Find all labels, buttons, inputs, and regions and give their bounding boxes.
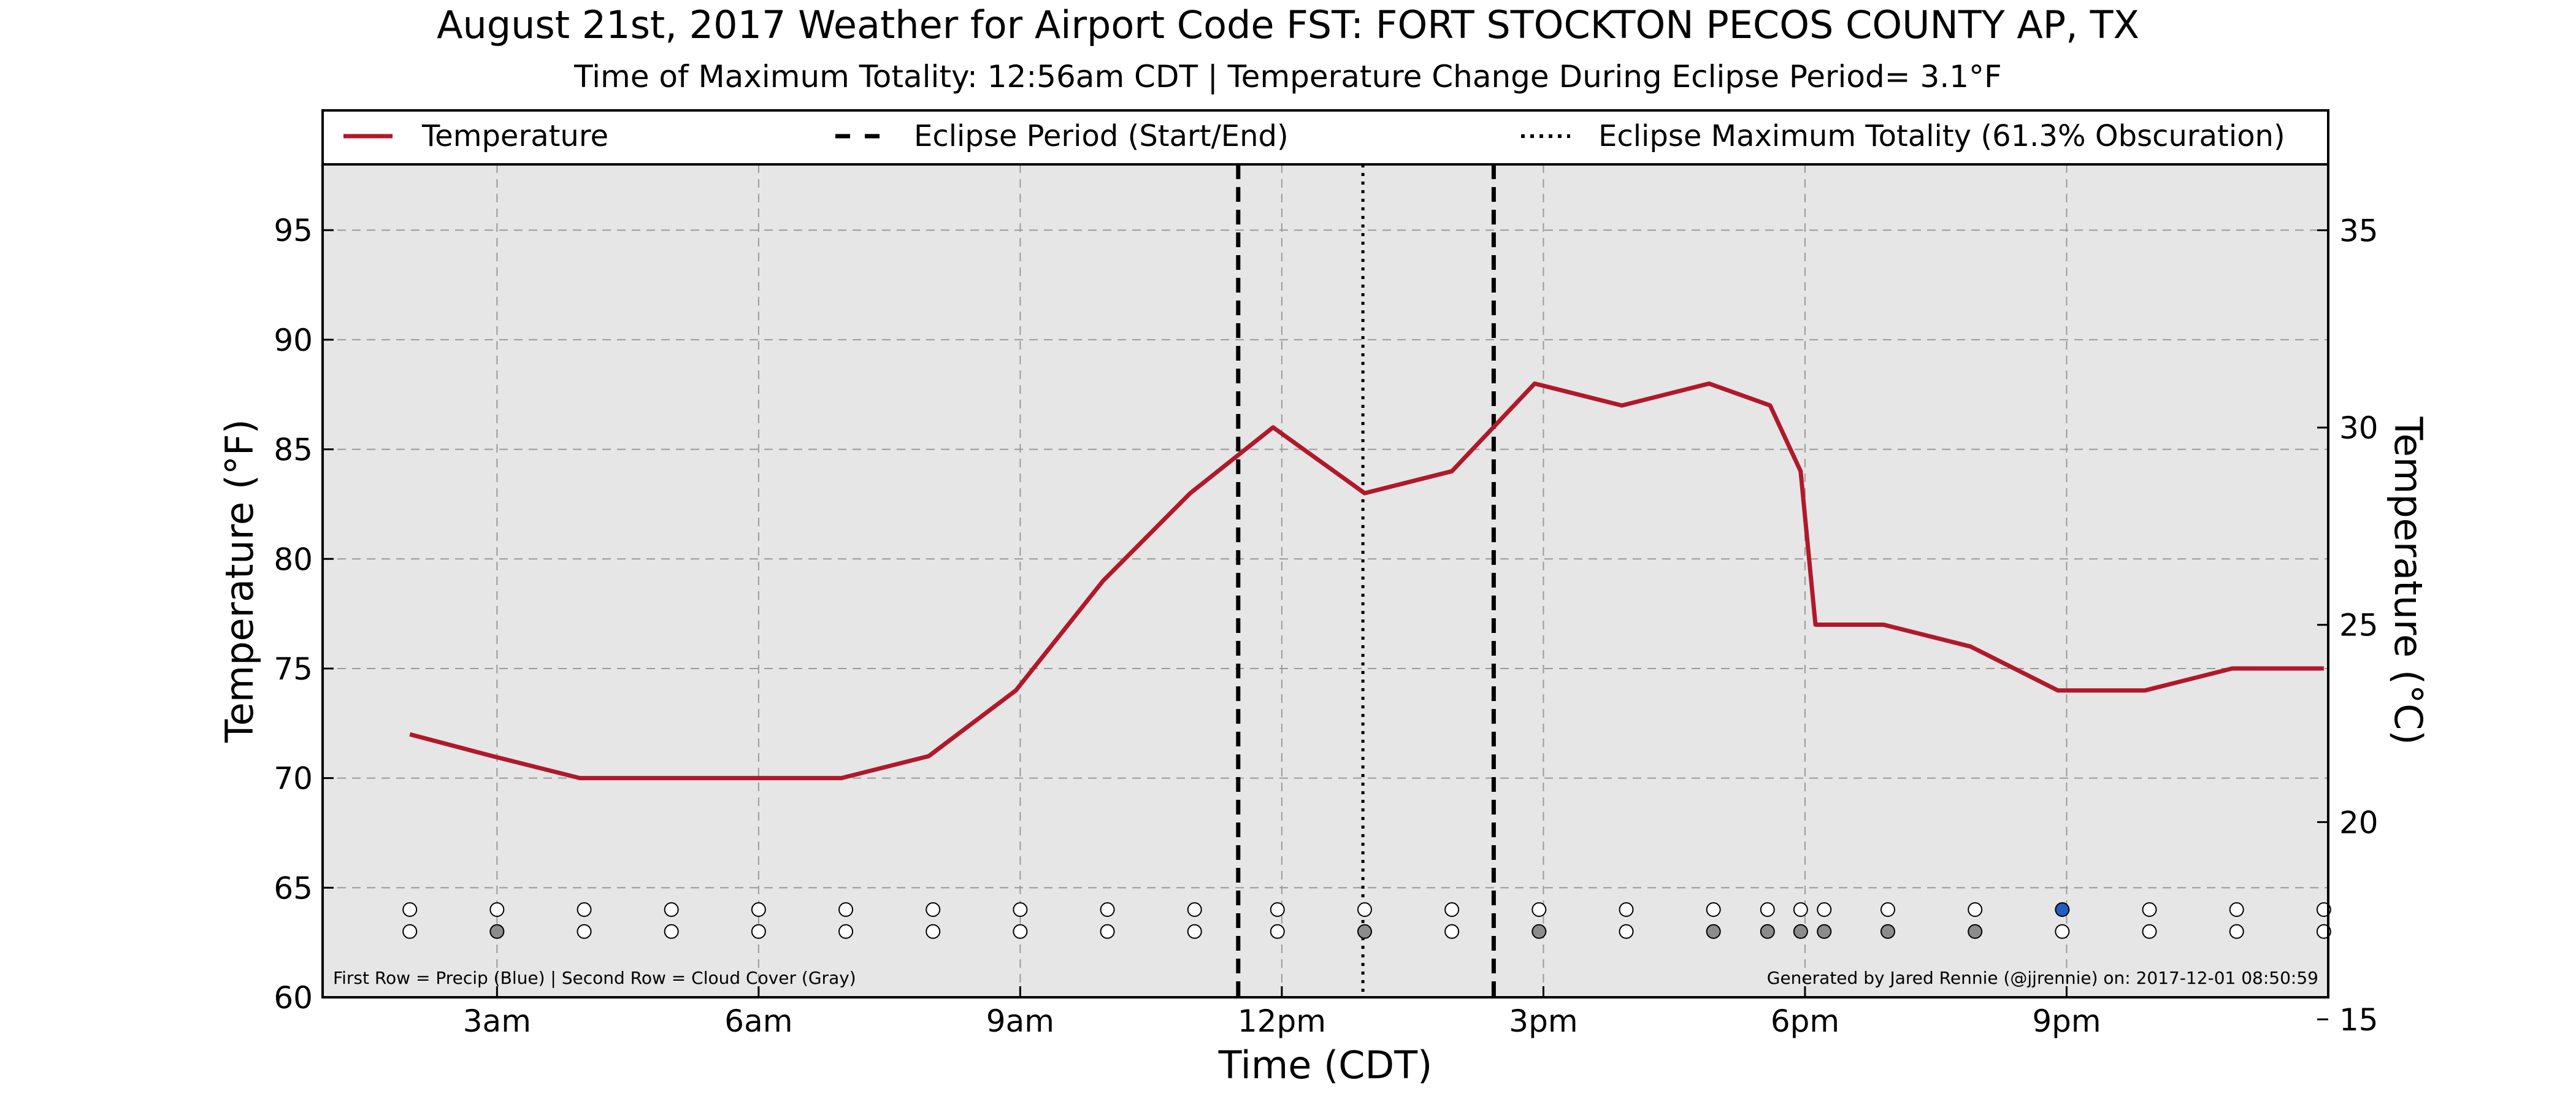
x-axis-title: Time (CDT) — [1218, 1043, 1433, 1087]
cloud-cover-marker — [1880, 924, 1896, 939]
y-tick-label: 75 — [274, 651, 313, 687]
precip-marker — [1444, 902, 1460, 918]
legend-eclipse-period-label: Eclipse Period (Start/End) — [914, 119, 1289, 153]
cloud-cover-marker — [2142, 924, 2157, 939]
cloud-cover-marker — [577, 924, 592, 939]
cloud-cover-marker — [1270, 924, 1285, 939]
legend: Temperature Eclipse Period (Start/End) E… — [321, 109, 2329, 166]
x-tick-label: 3am — [463, 1003, 531, 1039]
footnote-left: First Row = Precip (Blue) | Second Row =… — [333, 968, 856, 988]
precip-marker — [2142, 902, 2157, 918]
precip-marker — [926, 902, 941, 918]
precip-marker — [489, 902, 505, 918]
cloud-cover-marker — [1187, 924, 1202, 939]
footnote-right: Generated by Jared Rennie (@jjrennie) on… — [1767, 968, 2318, 988]
cloud-cover-marker — [1444, 924, 1460, 939]
cloud-cover-marker — [2229, 924, 2244, 939]
precip-marker — [664, 902, 679, 918]
cloud-cover-marker — [1793, 924, 1808, 939]
grid — [323, 164, 2328, 997]
y-right-tick-label: 35 — [2339, 213, 2379, 248]
precip-marker — [1357, 902, 1372, 918]
chart-subtitle: Time of Maximum Totality: 12:56am CDT | … — [573, 59, 2002, 94]
y-tick-label: 85 — [274, 432, 313, 468]
y-tick-label: 90 — [274, 323, 313, 358]
cloud-cover-marker — [838, 924, 854, 939]
precip-marker — [1706, 902, 1721, 918]
y-tick-label: 95 — [274, 213, 313, 248]
temperature-series — [409, 381, 2324, 781]
cloud-cover-marker — [926, 924, 941, 939]
precip-marker — [1013, 902, 1028, 918]
legend-eclipse-max-label: Eclipse Maximum Totality (61.3% Obscurat… — [1598, 119, 2285, 153]
precip-marker — [2055, 902, 2070, 918]
precip-marker — [1760, 902, 1775, 918]
precip-marker — [1531, 902, 1547, 918]
legend-box — [321, 109, 2329, 166]
y-axis-title-right: Temperature (°C) — [2386, 416, 2431, 745]
x-tick-label: 6pm — [1771, 1003, 1839, 1039]
x-tick-label: 12pm — [1238, 1003, 1326, 1039]
y-right-tick-label: 15 — [2339, 1002, 2379, 1038]
legend-temperature-label: Temperature — [421, 119, 608, 153]
x-axis: 3am 6am 9am 12pm 3pm 6pm 9pm — [463, 986, 2101, 1039]
right-axis: 15 20 25 30 35 — [2317, 213, 2379, 1038]
y-tick-label: 70 — [274, 761, 313, 797]
cloud-cover-marker — [1817, 924, 1832, 939]
cloud-cover-marker — [1100, 924, 1115, 939]
precip-marker — [402, 902, 418, 918]
cloud-cover-marker — [1619, 924, 1634, 939]
cloud-cover-marker — [1531, 924, 1547, 939]
precip-marker — [1270, 902, 1285, 918]
y-right-tick-label: 20 — [2339, 805, 2379, 840]
x-tick-label: 9pm — [2032, 1003, 2101, 1039]
precip-marker — [1100, 902, 1115, 918]
cloud-cover-marker — [1357, 924, 1372, 939]
y-right-tick-label: 30 — [2339, 410, 2379, 446]
x-tick-label: 3pm — [1509, 1003, 1577, 1039]
precip-marker — [1187, 902, 1202, 918]
precip-marker — [577, 902, 592, 918]
cloud-cover-marker — [751, 924, 766, 939]
x-tick-label: 6am — [724, 1003, 792, 1039]
precip-marker — [838, 902, 854, 918]
precip-marker — [751, 902, 766, 918]
precip-marker — [1817, 902, 1832, 918]
cloud-cover-marker — [1013, 924, 1028, 939]
precip-marker — [2229, 902, 2244, 918]
cloud-cover-marker — [1706, 924, 1721, 939]
y-tick-label: 65 — [274, 870, 313, 906]
observation-markers — [402, 902, 2331, 939]
cloud-cover-marker — [2055, 924, 2070, 939]
cloud-cover-marker — [489, 924, 505, 939]
temperature-line — [409, 381, 2324, 781]
y-right-tick-label: 25 — [2339, 608, 2379, 643]
plot-background — [323, 164, 2328, 997]
cloud-cover-marker — [1968, 924, 1983, 939]
precip-marker — [1968, 902, 1983, 918]
cloud-cover-marker — [402, 924, 418, 939]
y-tick-label: 60 — [274, 980, 313, 1016]
precip-marker — [1619, 902, 1634, 918]
chart-title: August 21st, 2017 Weather for Airport Co… — [437, 2, 2139, 47]
precip-marker — [1793, 902, 1808, 918]
y-axis-title-left: Temperature (°F) — [217, 419, 262, 743]
cloud-cover-marker — [1760, 924, 1775, 939]
precip-marker — [1880, 902, 1896, 918]
eclipse-lines — [1236, 164, 1496, 997]
left-axis: 60 65 70 75 80 85 90 95 — [274, 213, 334, 1016]
y-tick-label: 80 — [274, 542, 313, 577]
x-tick-label: 9am — [986, 1003, 1054, 1039]
cloud-cover-marker — [664, 924, 679, 939]
